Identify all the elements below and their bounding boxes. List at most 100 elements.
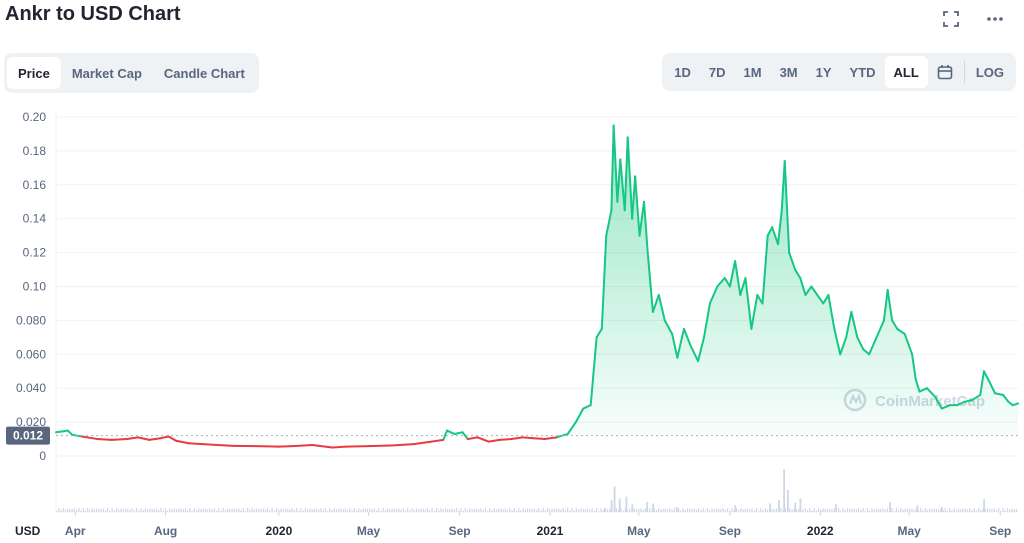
volume-bar	[782, 510, 784, 512]
volume-bar	[615, 508, 618, 512]
price-point	[926, 387, 928, 390]
volume-bar	[893, 510, 895, 512]
volume-bar	[293, 509, 295, 512]
volume-bar	[734, 505, 737, 512]
volume-bar	[884, 509, 886, 512]
volume-bar	[69, 508, 71, 512]
price-point	[739, 294, 742, 296]
volume-bar	[855, 509, 858, 512]
volume-bar	[122, 508, 124, 512]
price-point	[638, 234, 641, 237]
volume-bar	[891, 508, 893, 512]
price-segment	[911, 353, 917, 381]
volume-bar	[846, 508, 849, 512]
volume-bar	[806, 509, 809, 512]
volume-bar	[207, 509, 209, 512]
price-segment	[55, 430, 64, 434]
volume-bar	[658, 508, 660, 512]
price-segment	[137, 436, 151, 441]
range-1m[interactable]: 1M	[743, 64, 762, 80]
price-point	[845, 336, 847, 339]
price-point	[891, 319, 893, 322]
volume-bar	[791, 509, 793, 512]
price-segment	[683, 327, 692, 347]
volume-bar	[218, 508, 220, 512]
volume-bar	[983, 499, 985, 512]
price-point	[875, 336, 878, 339]
volume-bar	[56, 510, 58, 512]
price-segment	[1002, 393, 1010, 403]
log-toggle[interactable]: LOG	[975, 64, 1004, 80]
volume-bar	[666, 509, 669, 512]
volume-bar	[400, 509, 402, 512]
volume-bar	[378, 508, 380, 512]
price-segment	[510, 436, 524, 441]
volume-bar	[518, 508, 520, 512]
volume-bar	[1000, 510, 1002, 512]
volume-bar	[680, 510, 682, 512]
chart-grid	[55, 109, 1018, 513]
range-1d[interactable]: 1D	[674, 64, 691, 80]
price-point	[430, 440, 433, 443]
volume-bar	[1009, 509, 1011, 512]
volume-bar	[878, 509, 880, 512]
price-point	[67, 429, 69, 432]
volume-bar	[871, 508, 873, 512]
tab-candle-chart[interactable]: Candle Chart	[163, 65, 245, 81]
price-segment	[159, 435, 170, 440]
volume-bar	[622, 510, 624, 512]
volume-bar	[384, 510, 387, 512]
fullscreen-icon[interactable]	[940, 8, 962, 30]
more-dots-icon[interactable]	[984, 8, 1006, 30]
volume-bar	[886, 508, 889, 512]
price-point	[566, 433, 569, 435]
range-1y[interactable]: 1Y	[815, 64, 832, 80]
volume-bar	[440, 508, 442, 512]
volume-bar	[242, 508, 244, 512]
price-segment	[845, 310, 853, 339]
range-all[interactable]: ALL	[884, 56, 928, 88]
volume-bar	[949, 508, 951, 512]
volume-bar	[784, 508, 786, 512]
volume-bar	[402, 508, 404, 512]
volume-bar	[713, 509, 715, 512]
volume-bar	[418, 509, 420, 512]
volume-bar	[340, 508, 342, 512]
volume-bar	[304, 508, 307, 512]
volume-bar	[758, 510, 760, 512]
price-point	[833, 328, 836, 330]
price-point	[862, 348, 865, 351]
x-tick-label: Aug	[154, 524, 177, 538]
tab-market-cap[interactable]: Market Cap	[71, 65, 142, 81]
price-point	[1017, 402, 1019, 405]
price-point	[850, 311, 853, 313]
range-7d[interactable]: 7D	[708, 64, 726, 80]
x-tick-label: Sep	[449, 524, 471, 538]
volume-bar	[604, 507, 606, 512]
volume-bar	[467, 509, 469, 512]
price-segment	[875, 319, 885, 339]
calendar-icon[interactable]	[928, 56, 962, 88]
volume-bar	[995, 509, 997, 512]
volume-bar	[389, 509, 391, 512]
volume-bar	[686, 508, 689, 512]
price-segment	[126, 436, 140, 441]
y-tick-label: 0.10	[23, 280, 47, 294]
price-segment	[766, 226, 774, 237]
range-ytd[interactable]: YTD	[849, 64, 876, 80]
price-point	[697, 360, 699, 362]
volume-bar	[338, 508, 340, 512]
volume-bar	[195, 510, 198, 512]
volume-bar	[589, 509, 591, 512]
tab-price[interactable]: Price	[7, 57, 61, 89]
volume-bar	[864, 510, 866, 512]
volume-bar	[551, 508, 553, 512]
price-point	[646, 251, 649, 254]
volume-bar	[502, 508, 504, 512]
price-point	[804, 294, 807, 296]
volume-bar	[231, 508, 233, 512]
price-segment	[589, 336, 598, 407]
range-3m[interactable]: 3M	[779, 64, 798, 80]
volume-bar	[826, 508, 829, 512]
